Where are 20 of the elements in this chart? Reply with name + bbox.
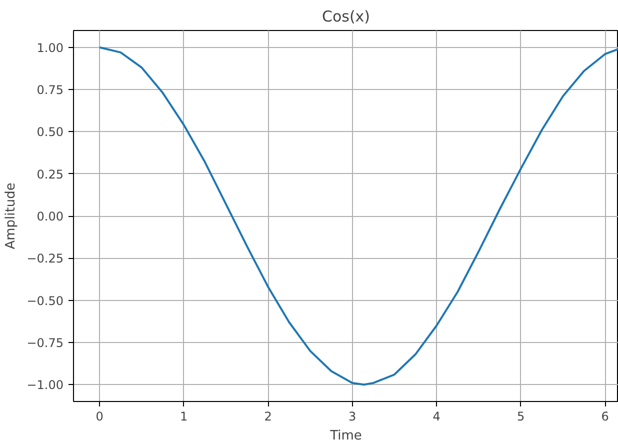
y-tick-label: 0.75 [36,83,64,98]
y-axis-title: Amplitude [4,182,19,250]
line-series [98,46,618,386]
x-tick-label: 4 [432,410,440,424]
x-tick-label: 5 [516,410,525,424]
chart-title: Cos(x) [322,8,370,26]
x-axis-title: Time [329,428,362,444]
y-tick-label: −0.75 [26,336,64,350]
y-tick-label: 1.00 [36,40,64,55]
x-tick-label: 0 [96,410,104,424]
y-tick-label: −0.25 [26,252,64,266]
y-tick-label: −1.00 [26,378,64,392]
x-tick-label: 2 [264,410,272,424]
x-tick-label: 1 [180,410,188,424]
y-tick-label: 0.25 [36,167,64,182]
y-tick-label: −0.50 [26,294,64,308]
y-tick-label: 0.50 [36,125,64,140]
y-tick-label: 0.00 [36,210,64,224]
x-tick-label: 3 [348,410,356,424]
x-tick-label: 6 [601,410,609,424]
